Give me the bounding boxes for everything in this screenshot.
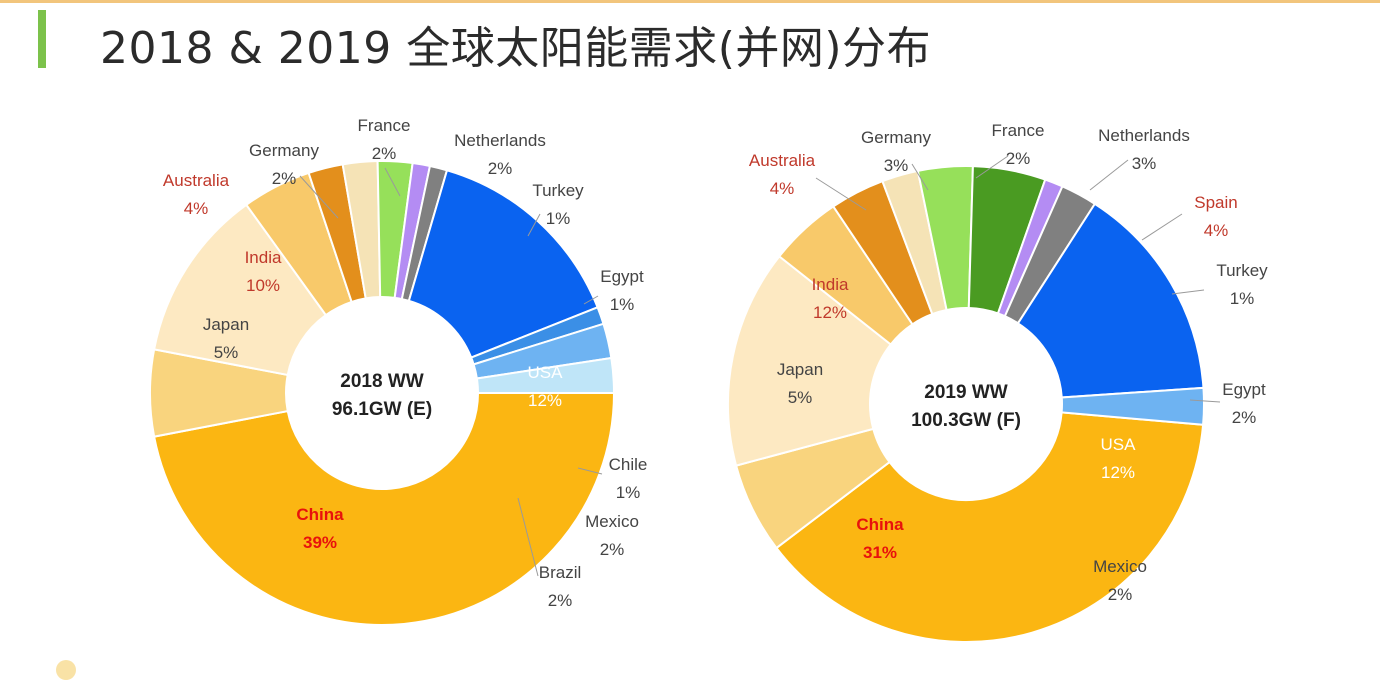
- slice-2018-usa: [407, 169, 599, 359]
- slice-2019-china: [775, 411, 1205, 643]
- leader-line-2018-egypt: [583, 295, 599, 305]
- center-hole-2019: [872, 310, 1060, 498]
- slice-label-2018-mexico: Mexico 2%: [585, 512, 639, 559]
- slice-label-2019-india: India 12%: [812, 275, 849, 322]
- slice-label-2019-spain: Spain 4%: [1194, 193, 1237, 240]
- slice-label-2018-france: France 2%: [358, 116, 411, 163]
- leader-line-2018-chile: [577, 467, 603, 475]
- slice-label-2019-turkey: Turkey 1%: [1216, 261, 1268, 308]
- slice-label-2018-egypt: Egypt 1%: [600, 267, 644, 314]
- center-label-2018-line-1: 2018 WW: [340, 371, 423, 392]
- slice-label-2019-france: France 2%: [992, 121, 1045, 168]
- leader-line-2019-germany: [911, 163, 929, 191]
- title-accent-bar: [38, 10, 46, 68]
- slice-label-2019-australia: Australia 4%: [749, 151, 816, 198]
- slice-label-2019-egypt: Egypt 2%: [1222, 380, 1266, 427]
- leader-line-2019-egypt: [1189, 399, 1221, 403]
- slice-2018-india: [152, 203, 328, 377]
- center-label-2019-line-1: 2019 WW: [924, 382, 1007, 403]
- slice-2019-usa: [1016, 202, 1205, 399]
- slice-label-2019-netherlands: Netherlands 3%: [1098, 126, 1190, 173]
- leader-line-2018-brazil: [517, 497, 539, 577]
- slice-2019-india: [727, 254, 893, 467]
- slice-label-2018-germany: Germany 2%: [249, 141, 319, 188]
- slice-label-2019-usa: USA 12%: [1101, 435, 1137, 482]
- top-accent-line: [0, 0, 1380, 3]
- slice-label-2018-brazil: Brazil 2%: [539, 563, 582, 610]
- slice-label-2018-chile: Chile 1%: [609, 455, 648, 502]
- slice-label-2018-china: China 39%: [296, 505, 344, 552]
- slice-label-2018-india: India 10%: [245, 248, 282, 295]
- slice-label-2019-mexico: Mexico 2%: [1093, 557, 1147, 604]
- center-label-2019-line-2: 100.3GW (F): [911, 410, 1021, 431]
- leader-line-2019-netherlands: [1089, 159, 1129, 191]
- slice-2019-mexico: [1060, 386, 1205, 426]
- leader-line-2018-france: [384, 167, 401, 197]
- decorative-dot: [56, 660, 76, 680]
- page-title: 2018 & 2019 全球太阳能需求(并网)分布: [100, 23, 932, 74]
- leader-line-2018-turkey: [527, 213, 541, 237]
- donut-chart-2019: 2019 WW 100.3GW (F) China 31% Japan 5% India 12…: [727, 121, 1268, 643]
- slice-label-2018-turkey: Turkey 1%: [532, 181, 584, 228]
- slice-label-2018-netherlands: Netherlands 2%: [454, 131, 546, 178]
- leader-line-2018-germany: [299, 175, 339, 219]
- slice-2018-china: [152, 392, 616, 626]
- slice-label-2018-usa: USA 12%: [528, 363, 564, 410]
- leader-line-2019-turkey: [1171, 289, 1205, 295]
- donut-chart-2018: 2018 WW 96.1GW (E) China 39% Japan 5% India 10%…: [149, 116, 648, 626]
- leader-line-2019-australia: [815, 177, 867, 211]
- slice-2018-brazil: [475, 356, 616, 394]
- slice-label-2018-australia: Australia 4%: [163, 171, 230, 218]
- leader-line-2019-france: [975, 155, 1009, 179]
- slice-label-2019-china: China 31%: [856, 515, 904, 562]
- leader-line-2019-spain: [1141, 213, 1183, 241]
- slice-label-2018-japan: Japan 5%: [203, 315, 249, 362]
- slice-label-2019-germany: Germany 3%: [861, 128, 931, 175]
- slice-label-2019-japan: Japan 5%: [777, 360, 823, 407]
- center-hole-2018: [288, 299, 476, 487]
- center-label-2018-line-2: 96.1GW (E): [332, 399, 432, 420]
